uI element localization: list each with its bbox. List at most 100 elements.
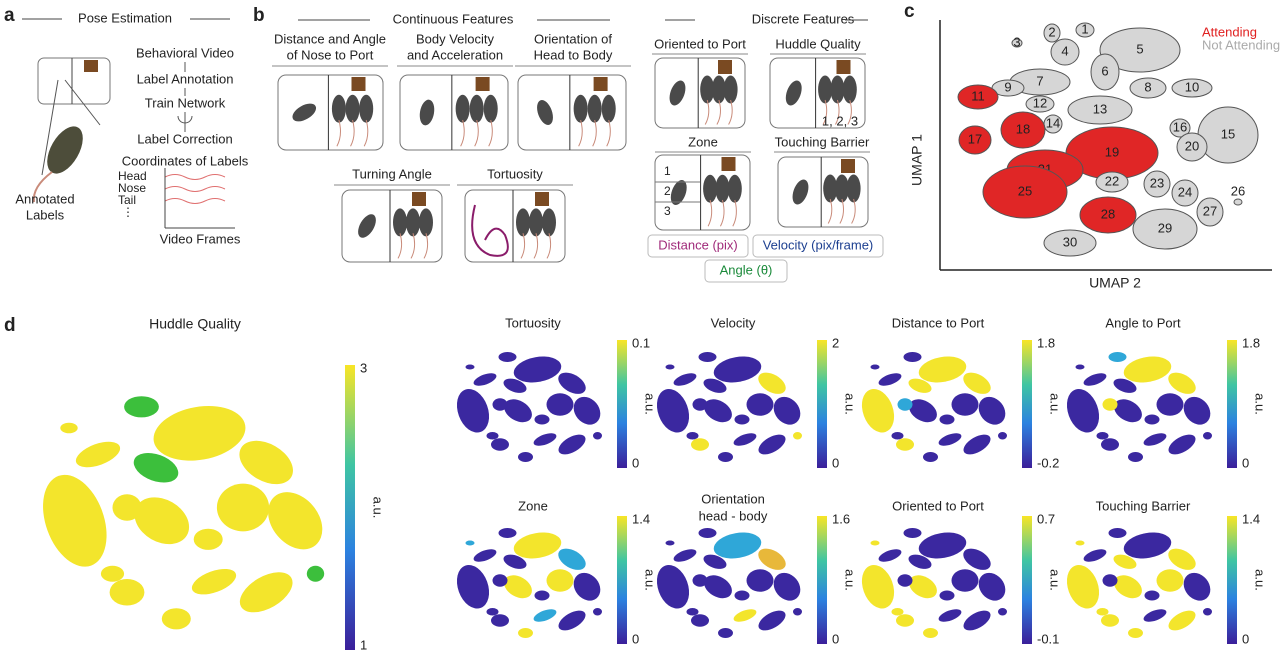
tail bbox=[397, 233, 403, 259]
cluster-label: 23 bbox=[1150, 175, 1164, 190]
tail bbox=[474, 119, 479, 147]
cluster-blob bbox=[573, 396, 601, 425]
mouse bbox=[419, 208, 433, 237]
feature-title: Touching Barrier bbox=[775, 134, 870, 149]
cluster-blob bbox=[503, 378, 527, 393]
cluster bbox=[1176, 132, 1208, 162]
cluster-blob bbox=[191, 568, 237, 595]
colorbar-min: 0 bbox=[632, 631, 639, 646]
colorbar-max: 0.7 bbox=[1037, 511, 1055, 526]
cluster-blob bbox=[897, 574, 913, 587]
cluster-blob bbox=[896, 614, 914, 627]
cluster-blob bbox=[518, 452, 533, 462]
axis-label: UMAP 2 bbox=[1089, 275, 1141, 291]
colorbar-min: 0 bbox=[1242, 455, 1249, 470]
cluster-blob bbox=[216, 483, 270, 532]
cluster bbox=[957, 84, 999, 110]
cluster-label: 20 bbox=[1185, 138, 1199, 153]
cluster-label: 13 bbox=[1093, 101, 1107, 116]
mouse bbox=[700, 75, 715, 104]
cluster-blob bbox=[793, 608, 802, 616]
plot-title: Orientation bbox=[701, 491, 765, 506]
mouse bbox=[601, 94, 616, 123]
cluster-blob bbox=[1128, 628, 1143, 638]
colorbar-unit: a.u. bbox=[371, 497, 386, 519]
cluster-blob bbox=[718, 452, 733, 462]
step: Train Network bbox=[145, 95, 226, 110]
cluster-blob bbox=[465, 364, 475, 370]
zone-label: 2 bbox=[664, 184, 671, 198]
cluster-blob bbox=[491, 438, 509, 451]
trace bbox=[164, 198, 226, 204]
feature-title: Huddle Quality bbox=[775, 36, 861, 51]
panel-label: d bbox=[4, 315, 16, 336]
cluster-blob bbox=[909, 399, 937, 423]
legend-box bbox=[704, 259, 788, 283]
feature-title: Distance and Angle bbox=[274, 31, 386, 46]
legend-item: Not Attending bbox=[1202, 37, 1280, 52]
cluster bbox=[1169, 118, 1191, 138]
colorbar-min: -0.1 bbox=[1037, 631, 1059, 646]
cluster bbox=[1171, 78, 1213, 98]
cluster-label: 18 bbox=[1016, 121, 1030, 136]
zone-label: 1 bbox=[664, 164, 671, 178]
colorbar bbox=[1022, 516, 1032, 644]
colorbar-min: 0 bbox=[832, 455, 839, 470]
feature-title: Oriented to Port bbox=[654, 36, 746, 51]
cluster-blob bbox=[897, 398, 913, 411]
cluster-blob bbox=[1168, 548, 1196, 570]
cluster-blob bbox=[513, 356, 562, 383]
cluster-blob bbox=[733, 609, 757, 622]
step: Label Annotation bbox=[137, 71, 234, 86]
port bbox=[593, 77, 608, 91]
tail bbox=[606, 119, 611, 147]
cluster-blob bbox=[978, 572, 1006, 601]
mouse bbox=[573, 94, 588, 123]
colorbar-max: 1.4 bbox=[1242, 511, 1260, 526]
colorbar-unit: a.u. bbox=[1048, 393, 1063, 415]
plot-title: head - body bbox=[699, 508, 768, 523]
cluster-blob bbox=[1143, 433, 1167, 446]
trace bbox=[164, 186, 226, 192]
colorbar-unit: a.u. bbox=[1253, 393, 1268, 415]
step: Behavioral Video bbox=[136, 45, 234, 60]
feature-title: and Acceleration bbox=[407, 47, 503, 62]
colorbar bbox=[617, 340, 627, 468]
mouse bbox=[455, 94, 470, 123]
cluster-blob bbox=[734, 590, 750, 601]
colorbar bbox=[1022, 340, 1032, 468]
cluster-blob bbox=[573, 572, 601, 601]
cluster-blob bbox=[1114, 399, 1142, 423]
cluster-blob bbox=[1066, 564, 1100, 609]
cluster-blob bbox=[698, 352, 717, 362]
cluster bbox=[1079, 196, 1137, 234]
cluster-blob bbox=[558, 610, 586, 631]
mouse bbox=[358, 214, 376, 238]
cluster-blob bbox=[665, 364, 675, 370]
tail bbox=[720, 199, 725, 227]
cluster bbox=[1099, 27, 1181, 73]
cluster-blob bbox=[1066, 388, 1100, 433]
cluster-blob bbox=[918, 356, 967, 383]
cluster-blob bbox=[998, 608, 1007, 616]
port bbox=[836, 60, 851, 74]
rule bbox=[64, 79, 101, 126]
cluster bbox=[1090, 53, 1120, 91]
cluster-blob bbox=[1168, 372, 1196, 394]
colorbar-max: 1.4 bbox=[632, 511, 650, 526]
cluster-blob bbox=[161, 608, 191, 630]
port bbox=[841, 159, 855, 173]
cluster-label: 25 bbox=[1018, 183, 1032, 198]
cluster-blob bbox=[963, 548, 991, 570]
cluster-blob bbox=[1083, 549, 1107, 562]
cluster-blob bbox=[746, 569, 774, 592]
axis-label: UMAP 1 bbox=[909, 134, 925, 186]
cluster-blob bbox=[951, 569, 979, 592]
cluster-blob bbox=[963, 372, 991, 394]
arena bbox=[769, 57, 866, 129]
tail bbox=[716, 99, 721, 125]
mouse bbox=[715, 174, 730, 203]
cluster-label: 24 bbox=[1178, 184, 1192, 199]
tail bbox=[847, 99, 852, 125]
colorbar-min: 1 bbox=[360, 637, 367, 652]
